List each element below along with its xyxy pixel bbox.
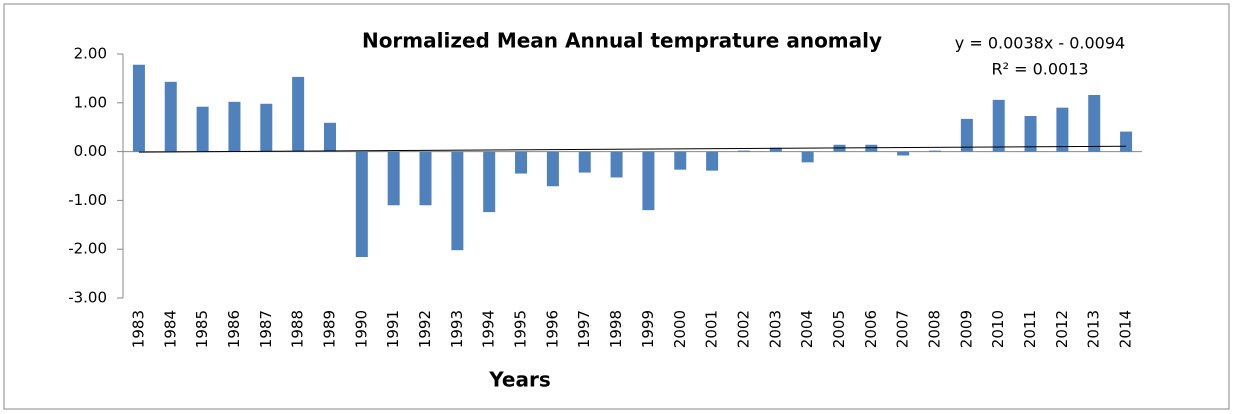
x-tick-label: 2004 — [798, 310, 816, 348]
y-tick-label: 1.00 — [74, 93, 107, 111]
trend-r2: R² = 0.0013 — [991, 60, 1088, 79]
bar — [642, 151, 655, 211]
y-tick-label: -2.00 — [68, 240, 107, 258]
bar — [706, 151, 719, 171]
y-tick-label: 2.00 — [74, 45, 107, 63]
x-tick-label: 2007 — [894, 310, 912, 348]
bar — [992, 99, 1005, 152]
trend-equation: y = 0.0038x - 0.0094 — [955, 34, 1125, 53]
bar — [451, 151, 464, 251]
x-tick-label: 2005 — [830, 310, 848, 348]
x-tick-label: 1992 — [416, 310, 434, 348]
x-tick-label: 2003 — [766, 310, 784, 348]
bar — [929, 150, 942, 152]
x-tick-label: 2009 — [957, 310, 975, 348]
bar — [737, 150, 750, 152]
x-tick-label: 1985 — [193, 310, 211, 348]
x-tick-label: 1998 — [607, 310, 625, 348]
x-tick-label: 1989 — [320, 310, 338, 348]
chart-frame — [3, 3, 1230, 410]
x-tick-label: 1991 — [384, 310, 402, 348]
bar — [610, 151, 623, 178]
x-tick-label: 2011 — [1021, 310, 1039, 348]
bar — [801, 151, 814, 163]
x-tick-label: 1988 — [289, 310, 307, 348]
bar — [164, 81, 177, 152]
x-tick-label: 1986 — [225, 310, 243, 348]
x-tick-label: 1993 — [448, 310, 466, 348]
bar — [515, 151, 528, 174]
x-tick-label: 1994 — [480, 310, 498, 348]
y-tick-label: 0.00 — [74, 142, 107, 160]
x-tick-label: 1996 — [543, 310, 561, 348]
bar — [292, 76, 305, 152]
bar — [132, 64, 145, 152]
x-tick-label: 1990 — [352, 310, 370, 348]
x-tick-label: 1999 — [639, 310, 657, 348]
bar — [1120, 131, 1133, 152]
bar — [483, 151, 496, 213]
bar — [1056, 107, 1069, 152]
bar — [960, 118, 973, 152]
y-tick-label: -1.00 — [68, 191, 107, 209]
x-tick-label: 1983 — [129, 310, 147, 348]
bar — [546, 151, 559, 187]
bar — [387, 151, 400, 206]
bar — [323, 122, 336, 152]
bar — [897, 151, 910, 156]
x-tick-label: 1984 — [161, 310, 179, 348]
x-tick-label: 2008 — [926, 310, 944, 348]
x-tick-label: 1995 — [512, 310, 530, 348]
bar — [419, 151, 432, 206]
x-tick-label: 2012 — [1053, 310, 1071, 348]
bar — [674, 151, 687, 170]
x-tick-label: 2014 — [1117, 310, 1135, 348]
x-tick-label: 2000 — [671, 310, 689, 348]
bar — [228, 101, 241, 152]
bar — [260, 103, 273, 152]
chart-title: Normalized Mean Annual temprature anomal… — [362, 29, 882, 53]
x-tick-label: 2013 — [1085, 310, 1103, 348]
x-tick-label: 2010 — [989, 310, 1007, 348]
x-tick-label: 2002 — [734, 310, 752, 348]
y-tick-label: -3.00 — [68, 289, 107, 307]
bar — [355, 151, 368, 258]
bar — [1024, 115, 1037, 152]
bar — [578, 151, 591, 173]
bar — [1088, 94, 1101, 152]
x-tick-label: 1997 — [575, 310, 593, 348]
x-axis-title: Years — [488, 368, 550, 392]
x-tick-label: 2006 — [862, 310, 880, 348]
x-tick-label: 1987 — [257, 310, 275, 348]
bar — [196, 106, 209, 152]
trendline — [138, 145, 1127, 153]
x-tick-label: 2001 — [703, 310, 721, 348]
bar — [769, 147, 782, 152]
